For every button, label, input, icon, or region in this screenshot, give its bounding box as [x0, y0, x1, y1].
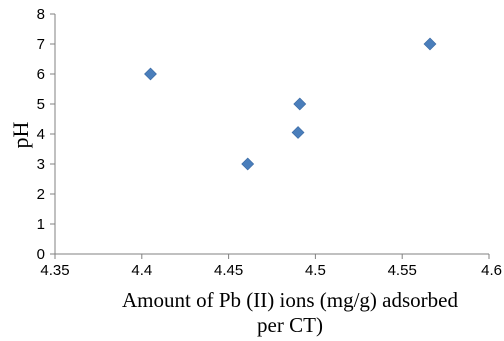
data-point — [292, 127, 304, 139]
y-tick-label: 8 — [37, 6, 45, 23]
x-tick-label: 4.35 — [40, 262, 69, 279]
data-point — [144, 68, 156, 80]
x-axis-ticks: 4.35 4.4 4.45 4.5 4.55 4.6 — [40, 254, 502, 279]
y-tick-label: 6 — [37, 66, 45, 83]
y-tick-label: 1 — [37, 216, 45, 233]
x-axis-title-line1: Amount of Pb (II) ions (mg/g) adsorbed — [122, 288, 458, 312]
data-point — [242, 158, 254, 170]
y-tick-label: 5 — [37, 96, 45, 113]
x-tick-label: 4.4 — [131, 262, 152, 279]
y-tick-label: 0 — [37, 246, 45, 263]
y-tick-label: 7 — [37, 36, 45, 53]
x-axis-title-line2: per CT) — [257, 313, 323, 337]
x-tick-label: 4.45 — [214, 262, 243, 279]
y-tick-label: 2 — [37, 186, 45, 203]
y-axis-ticks: 0 1 2 3 4 5 6 7 8 — [37, 6, 55, 263]
y-axis-title: pH — [8, 121, 33, 148]
x-tick-label: 4.55 — [388, 262, 417, 279]
data-points — [144, 38, 435, 170]
y-tick-label: 3 — [37, 156, 45, 173]
data-point — [424, 38, 436, 50]
x-tick-label: 4.6 — [481, 262, 502, 279]
y-tick-label: 4 — [37, 126, 45, 143]
data-point — [294, 98, 306, 110]
x-tick-label: 4.5 — [305, 262, 326, 279]
